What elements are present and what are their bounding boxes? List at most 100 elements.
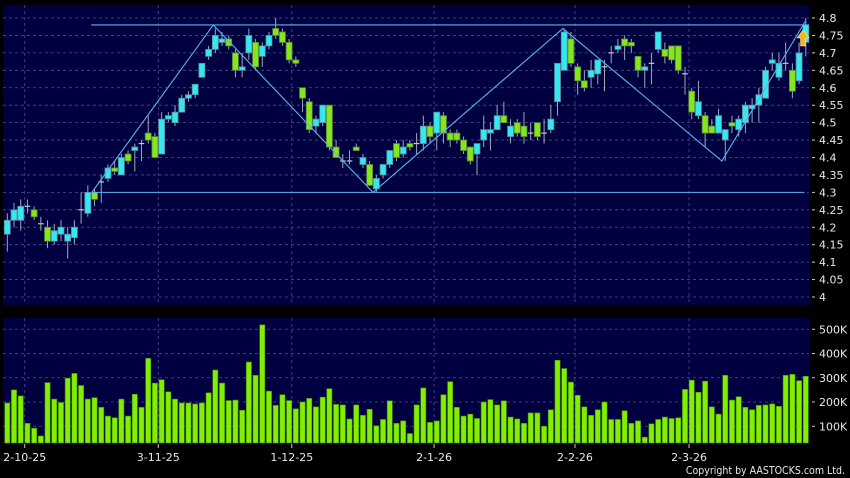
zigzag-trendline xyxy=(91,21,806,194)
candle-up xyxy=(191,83,199,99)
volume-bar xyxy=(641,436,648,444)
candle-body xyxy=(299,87,306,99)
volume-bar xyxy=(366,408,373,444)
candle-down xyxy=(627,38,635,53)
volume-bar xyxy=(413,404,420,444)
candle-down xyxy=(299,87,306,113)
candle-down xyxy=(292,56,300,67)
candle-up xyxy=(138,140,145,161)
candle-up xyxy=(601,59,608,92)
candle-body xyxy=(688,90,696,113)
candle-down xyxy=(440,112,447,144)
candle-body xyxy=(674,45,682,71)
date-tick-label: 2-1-26 xyxy=(416,451,452,464)
volume-bar xyxy=(299,401,306,444)
volume-bar xyxy=(232,399,239,444)
candle-body xyxy=(460,139,467,151)
candle-body xyxy=(433,111,441,134)
volume-bar xyxy=(675,417,682,444)
candle-up xyxy=(795,42,803,85)
candle-down xyxy=(332,140,340,158)
volume-bar xyxy=(205,392,212,444)
volume-bar xyxy=(212,369,219,444)
candle-body xyxy=(762,69,769,99)
candle-up xyxy=(3,213,11,252)
candle-body xyxy=(171,111,179,124)
volume-bar xyxy=(44,382,51,444)
volume-bar xyxy=(494,404,501,444)
candle-body xyxy=(386,150,394,165)
candle-down xyxy=(661,42,669,64)
candle-up xyxy=(164,112,172,123)
candle-body xyxy=(533,122,541,137)
candle-up xyxy=(238,52,246,78)
volume-bar xyxy=(427,422,433,444)
volume-bar xyxy=(635,420,641,444)
volume-bar xyxy=(346,418,353,444)
candle-body xyxy=(178,97,186,113)
volume-bar xyxy=(702,380,709,444)
volume-bar xyxy=(628,423,635,444)
volume-bar xyxy=(695,391,702,444)
volume-bar xyxy=(688,379,695,444)
candle-up xyxy=(17,199,25,231)
candle-down xyxy=(144,115,152,144)
candle-body xyxy=(17,205,25,221)
candle-body xyxy=(748,104,756,110)
volume-bar xyxy=(440,394,447,444)
volume-bar xyxy=(541,425,547,444)
candle-down xyxy=(788,63,796,99)
price-tick-label: 4.25 xyxy=(819,204,844,217)
volume-bar xyxy=(527,412,534,444)
volume-bar xyxy=(98,407,105,444)
candle-down xyxy=(279,28,286,46)
volume-bar xyxy=(782,375,789,444)
volume-bar xyxy=(433,420,440,444)
volume-bar xyxy=(31,427,38,444)
volume-bar xyxy=(286,400,293,444)
candle-body xyxy=(627,42,635,47)
candle-down xyxy=(426,122,434,144)
candle-up xyxy=(594,59,602,85)
candle-body xyxy=(446,132,454,141)
candle-down xyxy=(393,140,400,161)
volume-bar xyxy=(755,405,762,444)
candle-down xyxy=(580,70,588,92)
candle-up xyxy=(245,28,253,60)
candle-up xyxy=(211,28,219,53)
volume-bar xyxy=(769,403,776,444)
candle-body xyxy=(668,45,675,61)
candle-up xyxy=(682,66,688,95)
candle-body xyxy=(507,125,514,137)
price-tick-label: 4.55 xyxy=(819,99,844,112)
candle-up xyxy=(768,52,776,71)
candle-body xyxy=(513,122,521,134)
candle-up xyxy=(487,122,494,151)
candle-up xyxy=(473,143,481,175)
candle-down xyxy=(668,45,675,64)
candle-body xyxy=(232,52,239,71)
volume-bar xyxy=(561,368,568,444)
candle-body xyxy=(379,164,387,176)
candle-body xyxy=(198,62,206,78)
candle-body xyxy=(487,129,494,134)
candle-up xyxy=(131,143,139,172)
candle-up xyxy=(171,105,179,127)
candle-body xyxy=(721,129,729,141)
price-tick-label: 4.2 xyxy=(819,221,837,234)
candle-body xyxy=(352,146,360,151)
candle-body xyxy=(205,48,213,57)
candle-body xyxy=(473,143,481,155)
date-tick-label: 2-10-25 xyxy=(3,451,46,464)
candle-body xyxy=(185,94,192,99)
volume-bar xyxy=(588,415,594,444)
candle-up xyxy=(24,199,31,214)
volume-bar xyxy=(534,412,541,444)
volume-bar xyxy=(648,423,655,444)
date-tick-label: 3-11-25 xyxy=(137,451,180,464)
candle-body xyxy=(735,118,743,130)
candle-body xyxy=(57,226,65,235)
candle-down xyxy=(151,133,159,158)
volume-bar xyxy=(453,407,460,444)
